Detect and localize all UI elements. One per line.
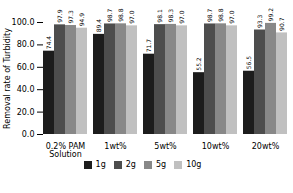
svg-text:98.7: 98.7 xyxy=(206,8,213,22)
svg-text:97.3: 97.3 xyxy=(67,10,74,24)
svg-text:97.0: 97.0 xyxy=(228,10,235,24)
svg-text:97.0: 97.0 xyxy=(128,10,135,24)
svg-text:94.9: 94.9 xyxy=(78,13,85,27)
svg-text:89.4: 89.4 xyxy=(95,19,102,33)
svg-text:98.8: 98.8 xyxy=(117,8,124,22)
svg-text:5wt%: 5wt% xyxy=(154,142,177,151)
svg-text:74.4: 74.4 xyxy=(45,36,52,50)
svg-text:10wt%: 10wt% xyxy=(202,142,230,151)
svg-text:Removal rate of Turbidity: Removal rate of Turbidity xyxy=(3,28,12,129)
svg-text:71.7: 71.7 xyxy=(145,39,152,53)
svg-text:99.2: 99.2 xyxy=(267,8,274,22)
svg-text:55.2: 55.2 xyxy=(195,57,202,71)
svg-text:0.0: 0.0 xyxy=(22,130,35,139)
svg-text:20.0: 20.0 xyxy=(17,108,35,117)
svg-text:98.3: 98.3 xyxy=(167,9,174,23)
html-text:10g: 10g xyxy=(186,160,202,169)
svg-text:98.7: 98.7 xyxy=(106,8,113,22)
svg-text:93.3: 93.3 xyxy=(256,14,263,28)
html-text:5g: 5g xyxy=(156,160,167,169)
svg-text:97.9: 97.9 xyxy=(56,9,63,23)
svg-text:90.7: 90.7 xyxy=(278,17,285,31)
svg-text:56.5: 56.5 xyxy=(245,56,252,70)
svg-text:98.1: 98.1 xyxy=(156,9,163,23)
html-text:1g: 1g xyxy=(95,160,106,169)
svg-text:98.8: 98.8 xyxy=(217,8,224,22)
svg-text:100.0: 100.0 xyxy=(12,18,35,27)
svg-text:20wt%: 20wt% xyxy=(252,142,280,151)
svg-text:40.0: 40.0 xyxy=(17,85,35,94)
svg-text:60.0: 60.0 xyxy=(17,63,35,72)
svg-text:0.2% PAMSolution: 0.2% PAMSolution xyxy=(46,142,86,159)
html-text:2g: 2g xyxy=(125,160,136,169)
svg-text:97.0: 97.0 xyxy=(178,10,185,24)
svg-text:1wt%: 1wt% xyxy=(104,142,127,151)
svg-text:80.0: 80.0 xyxy=(17,40,35,49)
